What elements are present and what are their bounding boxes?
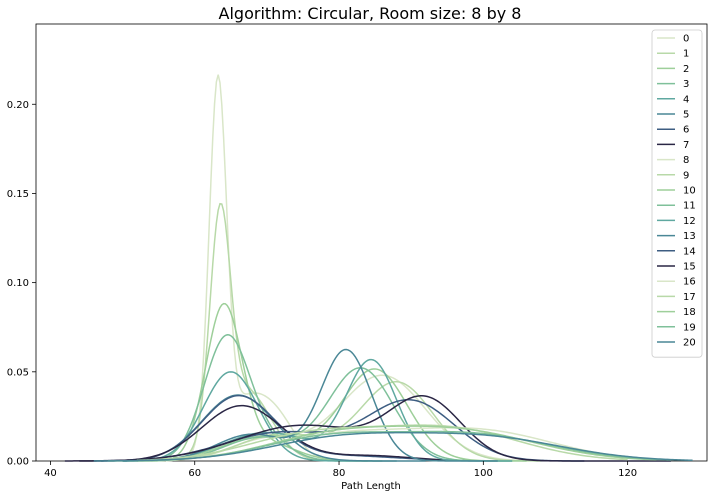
legend-label-10: 10: [683, 186, 696, 197]
series-lines: [64, 74, 693, 462]
legend-label-6: 6: [683, 125, 689, 136]
series-line-10: [151, 368, 527, 462]
series-line-3: [122, 334, 383, 462]
legend-label-3: 3: [683, 79, 689, 90]
y-tick-label: 0.10: [7, 278, 29, 289]
series-line-20: [93, 431, 693, 462]
legend-label-20: 20: [683, 338, 696, 349]
legend-label-16: 16: [683, 277, 696, 288]
series-line-9: [165, 380, 542, 462]
legend-label-11: 11: [683, 201, 696, 212]
x-tick-label: 120: [618, 468, 637, 479]
legend-label-9: 9: [683, 170, 689, 181]
legend-label-18: 18: [683, 307, 696, 318]
legend-label-4: 4: [683, 94, 689, 105]
legend-label-0: 0: [683, 34, 689, 45]
legend-label-1: 1: [683, 49, 689, 60]
legend-label-19: 19: [683, 322, 696, 333]
y-axis: 0.00 0.05 0.10 0.15 0.20: [7, 100, 36, 468]
x-tick-label: 80: [333, 468, 346, 479]
legend-label-8: 8: [683, 155, 689, 166]
y-tick-label: 0.05: [7, 367, 29, 378]
legend-label-13: 13: [683, 231, 696, 242]
x-axis-label: Path Length: [341, 481, 401, 492]
legend-label-17: 17: [683, 292, 696, 303]
legend-label-14: 14: [683, 246, 696, 257]
legend-label-7: 7: [683, 140, 689, 151]
x-tick-label: 60: [188, 468, 201, 479]
x-axis: 40 60 80 100 120: [44, 461, 637, 479]
y-tick-label: 0.20: [7, 100, 29, 111]
legend-label-15: 15: [683, 262, 696, 273]
series-line-14: [108, 398, 585, 462]
y-tick-label: 0.15: [7, 189, 29, 200]
series-line-15: [64, 395, 671, 462]
legend-label-2: 2: [683, 64, 689, 75]
chart-title: Algorithm: Circular, Room size: 8 by 8: [219, 4, 522, 23]
x-tick-label: 100: [474, 468, 493, 479]
legend-box: [651, 29, 703, 358]
series-line-11: [151, 367, 513, 462]
legend-label-5: 5: [683, 110, 689, 121]
series-line-1: [151, 202, 340, 462]
y-tick-label: 0.00: [7, 457, 29, 468]
x-tick-label: 40: [44, 468, 57, 479]
legend-label-12: 12: [683, 216, 696, 227]
